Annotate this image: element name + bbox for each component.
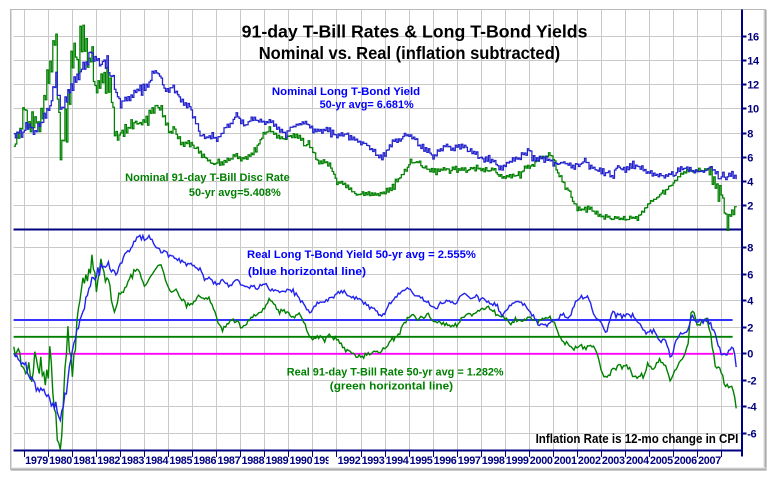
svg-text:Nominal vs. Real (inflation su: Nominal vs. Real (inflation subtracted): [259, 43, 561, 63]
svg-text:1989: 1989: [265, 455, 288, 467]
svg-text:6: 6: [747, 270, 753, 282]
svg-text:1996: 1996: [434, 455, 457, 467]
svg-text:1997: 1997: [458, 455, 481, 467]
svg-text:2: 2: [747, 323, 753, 335]
svg-text:2: 2: [747, 201, 753, 213]
svg-text:2005: 2005: [650, 455, 673, 467]
svg-text:0: 0: [747, 349, 753, 361]
svg-text:1984: 1984: [145, 455, 168, 467]
svg-text:1982: 1982: [97, 455, 120, 467]
svg-text:50-yr avg=5.408%: 50-yr avg=5.408%: [189, 187, 281, 199]
svg-text:Nominal Long T-Bond Yield: Nominal Long T-Bond Yield: [272, 86, 420, 98]
svg-text:1985: 1985: [169, 455, 192, 467]
svg-text:16: 16: [747, 32, 759, 44]
svg-text:1995: 1995: [410, 455, 433, 467]
svg-text:1986: 1986: [193, 455, 216, 467]
svg-text:1998: 1998: [482, 455, 505, 467]
svg-text:2002: 2002: [578, 455, 601, 467]
svg-text:14: 14: [747, 56, 760, 68]
svg-text:1999: 1999: [506, 455, 529, 467]
svg-text:2001: 2001: [554, 455, 577, 467]
svg-text:-4: -4: [747, 402, 757, 414]
svg-text:1983: 1983: [121, 455, 144, 467]
svg-text:8: 8: [747, 243, 753, 255]
svg-text:1980: 1980: [49, 455, 72, 467]
svg-text:2006: 2006: [674, 455, 697, 467]
svg-text:(green horizontal line): (green horizontal line): [330, 381, 454, 393]
svg-text:1993: 1993: [362, 455, 385, 467]
svg-text:12: 12: [747, 80, 759, 92]
svg-text:91-day T-Bill Rates & Long T-B: 91-day T-Bill Rates & Long T-Bond Yields: [242, 22, 588, 42]
svg-text:Nominal 91-day T-Bill Disc Rat: Nominal 91-day T-Bill Disc Rate: [125, 172, 290, 184]
svg-text:1988: 1988: [241, 455, 264, 467]
svg-text:2004: 2004: [626, 455, 649, 467]
svg-text:50-yr avg= 6.681%: 50-yr avg= 6.681%: [320, 99, 414, 111]
svg-text:1990: 1990: [289, 455, 312, 467]
svg-text:1979: 1979: [25, 455, 48, 467]
svg-text:1981: 1981: [73, 455, 96, 467]
svg-text:2000: 2000: [530, 455, 553, 467]
svg-text:1992: 1992: [338, 455, 361, 467]
svg-text:(blue horizontal line): (blue horizontal line): [248, 266, 367, 278]
svg-text:-2: -2: [747, 376, 756, 388]
svg-text:4: 4: [747, 177, 754, 189]
svg-text:8: 8: [747, 129, 753, 141]
svg-text:1987: 1987: [217, 455, 240, 467]
svg-text:1994: 1994: [386, 455, 409, 467]
svg-text:Inflation Rate is 12-mo change: Inflation Rate is 12-mo change in CPI: [536, 432, 739, 446]
svg-text:6: 6: [747, 153, 753, 165]
svg-text:1991: 1991: [314, 455, 337, 467]
svg-text:10: 10: [747, 104, 759, 116]
svg-text:2003: 2003: [602, 455, 625, 467]
svg-text:2007: 2007: [698, 455, 721, 467]
svg-text:Real Long T-Bond Yield 50-yr a: Real Long T-Bond Yield 50-yr avg = 2.555…: [247, 249, 476, 261]
svg-text:4: 4: [747, 296, 754, 308]
svg-text:-6: -6: [747, 429, 756, 441]
svg-text:Real 91-day T-Bill Rate 50-yr: Real 91-day T-Bill Rate 50-yr avg = 1.28…: [287, 367, 504, 379]
